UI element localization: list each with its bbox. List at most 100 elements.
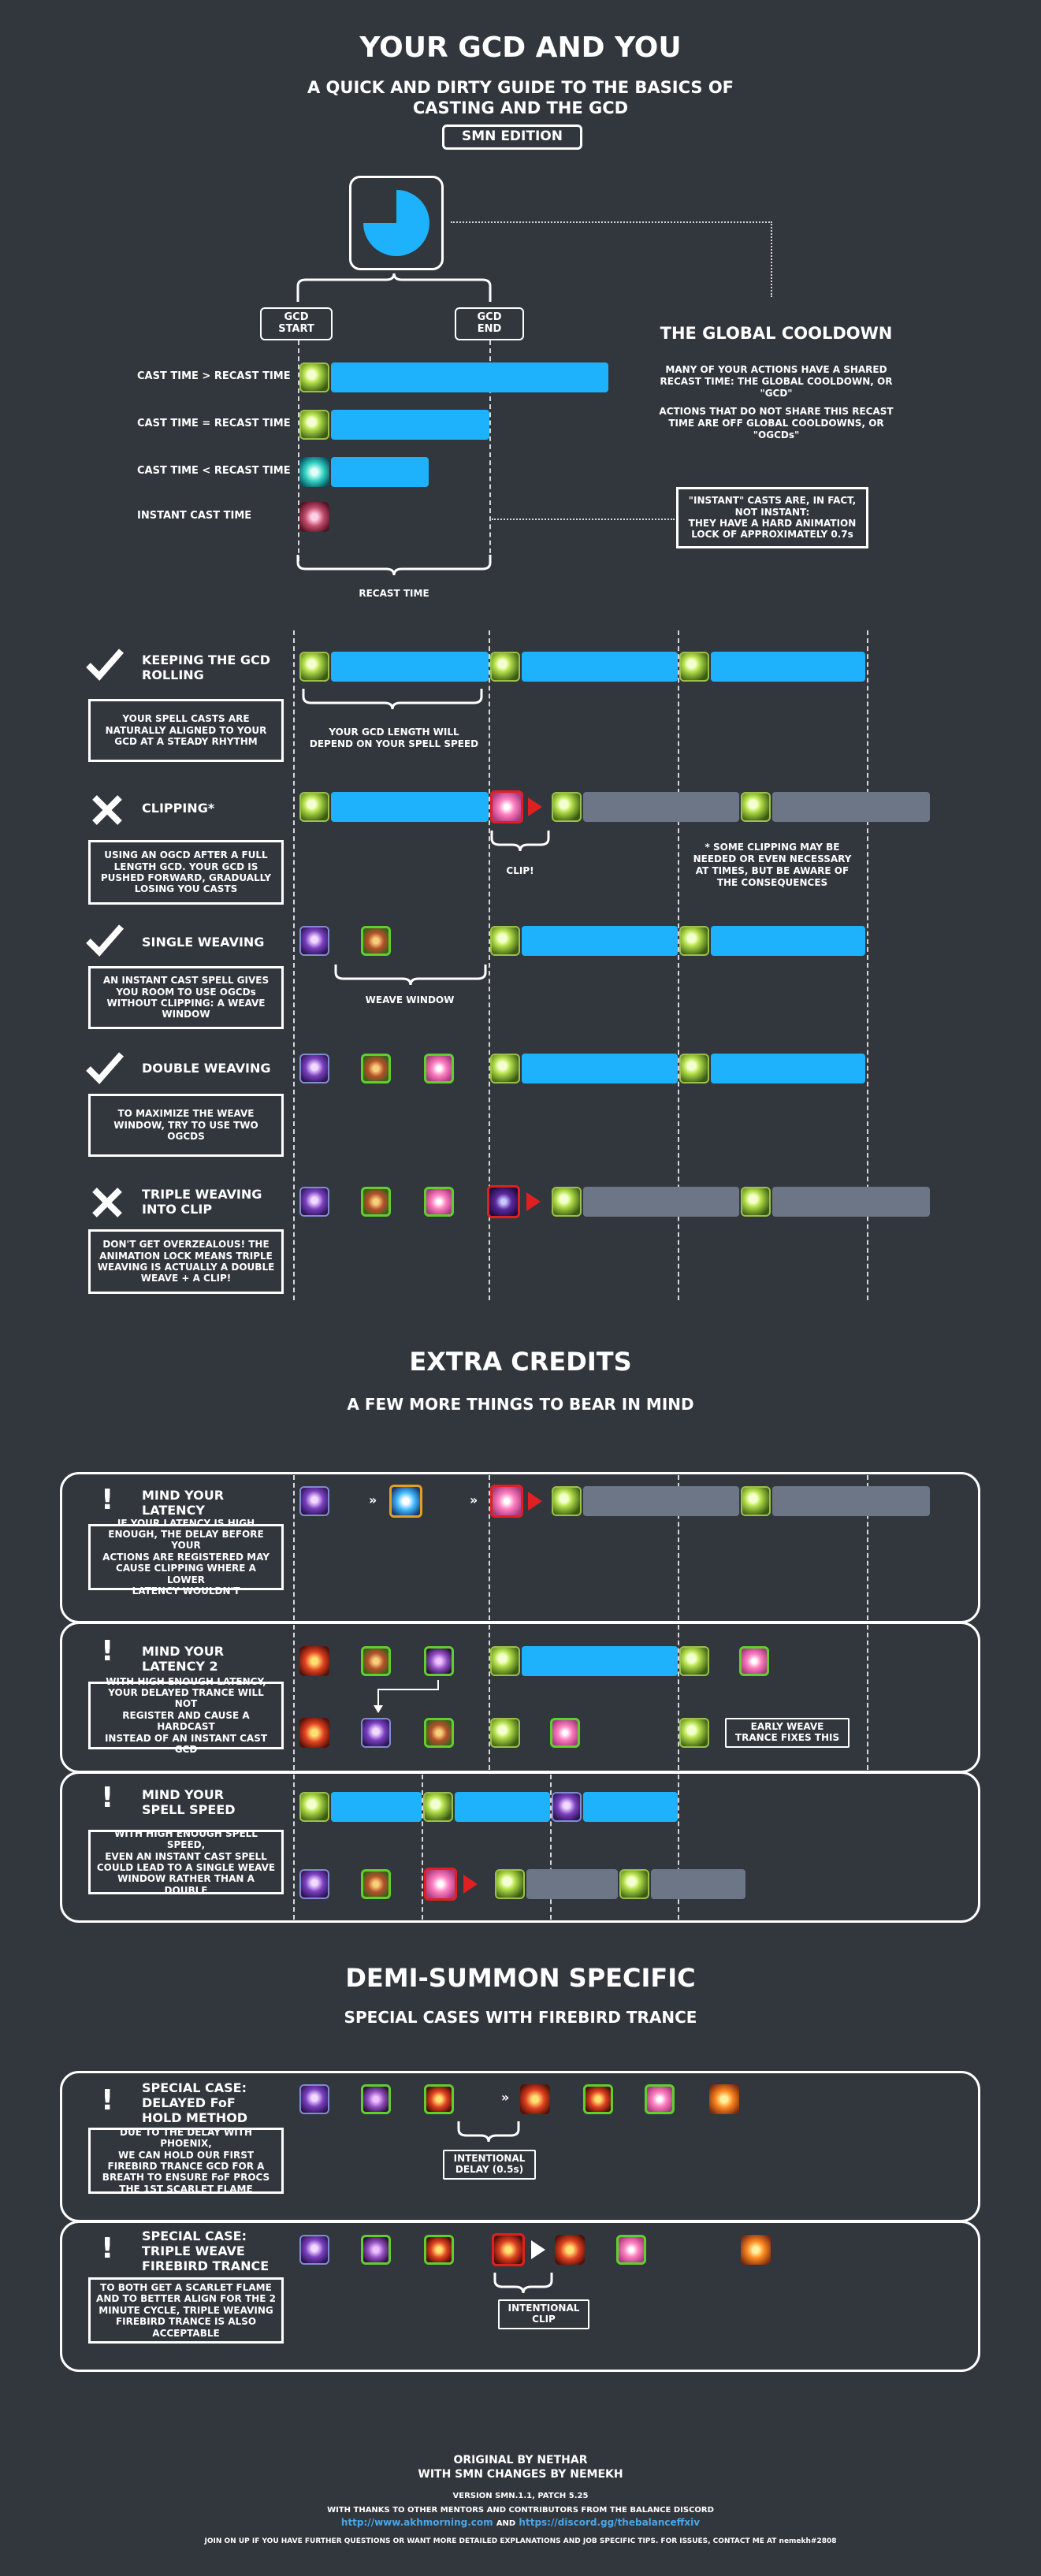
ogcd-pink-icon [490, 790, 523, 823]
ruin-icon [495, 1869, 525, 1899]
delayed-gcd-bar [651, 1869, 745, 1899]
contact-line: JOIN ON UP IF YOU HAVE FURTHER QUESTIONS… [204, 2537, 837, 2545]
double-weaving-desc: TO MAXIMIZE THE WEAVE WINDOW, TRY TO USE … [88, 1094, 284, 1157]
ruin-icon [741, 1486, 771, 1516]
gcd-bar [455, 1792, 550, 1822]
ruin-icon [679, 1718, 709, 1748]
delay-arrow [374, 1680, 439, 1713]
delayed-gcd-bar [772, 792, 930, 822]
ruin4-icon [299, 2084, 329, 2114]
gcd-bar [583, 1792, 678, 1822]
ruin4-icon [361, 1718, 391, 1748]
keeping-desc: YOUR SPELL CASTS ARE NATURALLY ALIGNED TO… [88, 699, 284, 762]
ruin-icon [552, 792, 582, 822]
exclamation-icon: ! [101, 1782, 114, 1814]
ogcd-green-icon [361, 1054, 391, 1084]
triple-weaving-title: TRIPLE WEAVING INTO CLIP [142, 1187, 262, 1217]
clip-label: CLIP! [506, 865, 534, 876]
single-weaving-desc: AN INSTANT CAST SPELL GIVES YOU ROOM TO U… [88, 966, 284, 1029]
single-weaving-title: SINGLE WEAVING [142, 935, 265, 950]
ogcd-pink-icon [424, 1054, 454, 1084]
instant-note-box: "INSTANT" CASTS ARE, IN FACT, NOT INSTANT… [676, 487, 868, 548]
gcd-bar [711, 652, 865, 682]
clip-arrow-icon [528, 1492, 542, 1511]
cross-icon [92, 1188, 122, 1217]
spellspeed-desc: WITH HIGH ENOUGH SPELL SPEED, EVEN AN INS… [88, 1828, 284, 1896]
rose-spell-icon [299, 502, 329, 532]
fof-desc: DUE TO THE DELAY WITH PHOENIX, WE CAN HOL… [88, 2127, 284, 2195]
cross-icon [92, 795, 122, 825]
gcd-bar [711, 1054, 865, 1084]
clip-arrow-icon [531, 2240, 545, 2259]
delayed-gcd-bar [772, 1187, 930, 1217]
clip-arrow-icon [463, 1875, 478, 1894]
exclamation-icon: ! [101, 2232, 114, 2265]
panel-line [678, 1625, 679, 1770]
trance-icon [299, 1646, 329, 1676]
delay-indicator-icon: » [501, 2090, 510, 2105]
delayed-gcd-bar [583, 792, 739, 822]
latency2-desc: WITH HIGH ENOUGH LATENCY, YOUR DELAYED TR… [88, 1676, 284, 1755]
timeline-line-1 [489, 630, 490, 1300]
row-label-instant: INSTANT CAST TIME [137, 510, 252, 522]
triple-trance-title: SPECIAL CASE: TRIPLE WEAVE FIREBIRD TRANCE [142, 2228, 270, 2274]
ogcd-orb-icon [424, 1646, 454, 1676]
gcd-bar [331, 1792, 422, 1822]
ruin4-icon [299, 1869, 329, 1899]
ogcd-green-icon [361, 1187, 391, 1217]
ruin-icon [679, 652, 709, 682]
panel-line [422, 1775, 423, 1920]
clipping-note: * SOME CLIPPING MAY BE NEEDED OR EVEN NEC… [693, 842, 852, 888]
ruin-icon [299, 362, 329, 392]
fof-title: SPECIAL CASE: DELAYED FoF HOLD METHOD [142, 2080, 248, 2126]
ruin-icon [490, 1646, 520, 1676]
ruin4-icon [299, 1187, 329, 1217]
row-label-cast-less: CAST TIME < RECAST TIME [137, 465, 291, 477]
ogcd-pink-icon [424, 1868, 457, 1901]
clipping-title: CLIPPING* [142, 801, 215, 816]
links-line: http://www.akhmorning.com AND https://di… [0, 2517, 1041, 2528]
panel-line [489, 1475, 490, 1620]
intentional-delay-note: INTENTIONAL DELAY (0.5s) [443, 2150, 536, 2180]
gcd-bar [522, 926, 678, 956]
gcd-end-label: GCD END [455, 307, 524, 340]
triple-trance-panel [60, 2221, 980, 2372]
edition-badge: SMN EDITION [442, 125, 582, 150]
gcd-length-note: YOUR GCD LENGTH WILL DEPEND ON YOUR SPELL… [309, 727, 479, 749]
ogcd-pink-icon [645, 2084, 675, 2114]
panel-line [489, 1625, 490, 1770]
delay-brace [457, 2121, 520, 2143]
timeline-line-0 [293, 630, 295, 1300]
ogcd-pink-icon [424, 1187, 454, 1217]
fountain-of-fire-icon [555, 2235, 585, 2265]
ogcd-pink-icon [616, 2235, 646, 2265]
delayed-gcd-bar [583, 1187, 739, 1217]
exclamation-icon: ! [101, 1635, 114, 1667]
recast-brace [296, 555, 492, 576]
ogcd-green-icon [424, 1718, 454, 1748]
ruin-icon [490, 1718, 520, 1748]
ogcd-green-icon [361, 1646, 391, 1676]
demi-title: DEMI-SUMMON SPECIFIC [345, 1963, 696, 1993]
page-title: YOUR GCD AND YOU [359, 32, 682, 64]
ruin-icon [490, 652, 520, 682]
ruin-icon [741, 1187, 771, 1217]
scarlet-flame-icon [709, 2084, 739, 2114]
links-and: AND [496, 2519, 516, 2528]
discord-link[interactable]: https://discord.gg/thebalanceffxiv [519, 2517, 701, 2528]
gcd-heading: THE GLOBAL COOLDOWN [660, 324, 893, 343]
panel-line [550, 1775, 552, 1920]
akhmorning-link[interactable]: http://www.akhmorning.com [340, 2517, 493, 2528]
double-weaving-title: DOUBLE WEAVING [142, 1061, 271, 1076]
panel-line [293, 1625, 295, 1770]
ogcd-fire-icon [583, 2084, 613, 2114]
ogcd-green-icon [361, 926, 391, 956]
gcd-length-brace [302, 689, 483, 710]
latency-title: MIND YOUR LATENCY [142, 1488, 225, 1518]
ruin-icon [423, 1792, 453, 1822]
delayed-gcd-bar [583, 1486, 739, 1516]
clip-brace [490, 831, 550, 852]
panel-line [867, 1475, 868, 1620]
ruin-icon [679, 1054, 709, 1084]
row-label-cast-greater: CAST TIME > RECAST TIME [137, 370, 291, 382]
